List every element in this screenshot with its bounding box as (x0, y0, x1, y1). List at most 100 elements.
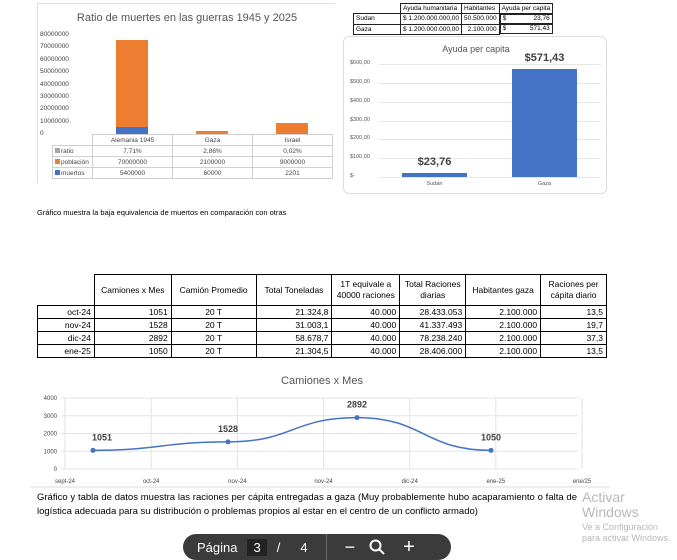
row-label: Sudan (353, 13, 401, 25)
data-cell: 7,71% (92, 145, 173, 157)
gridline (379, 64, 601, 65)
cell: $ 1.200.000.000,00 (399, 13, 463, 25)
legend-entry: ratio (52, 145, 93, 157)
legend-swatch (55, 169, 60, 175)
chart-data-table: Alemania 1945 Gaza Israel ratio 7,71% 2,86% 0,… (52, 134, 333, 179)
x-tick-label: nov-24 (314, 479, 333, 485)
zoom-icon[interactable] (369, 539, 385, 555)
deaths-ratio-chart: Ratio de muertes en las guerras 1945 y 2… (37, 3, 335, 183)
data-point (225, 439, 231, 445)
cell: 20 T (170, 344, 257, 358)
value: 571,43 (529, 25, 550, 32)
y-tick-label: $200,00 (350, 135, 370, 142)
cell: $571,43 (499, 24, 553, 34)
cell: 2.100.000 (465, 344, 542, 358)
y-tick-label: 80000000 (40, 31, 69, 38)
y-tick-label: $500,00 (350, 78, 370, 85)
x-tick-label: oct-24 (143, 479, 160, 485)
cell: 31.003,1 (255, 318, 333, 332)
category-label: Gaza (172, 134, 253, 146)
table-row: dic-24 2892 20 T 58.678,7 40.000 78.238.240 2.… (37, 331, 607, 345)
zoom-in-button[interactable]: + (403, 535, 415, 558)
bar-poblacion (276, 122, 308, 134)
zoom-out-button[interactable]: − (344, 536, 356, 557)
category-label: Israel (252, 134, 333, 146)
y-tick-label: 4000 (44, 396, 58, 402)
data-label: $571,43 (524, 52, 565, 65)
header-cell: Total Toneladas (255, 274, 333, 306)
pdf-toolbar: Página 3 / 4 − + (183, 534, 451, 560)
y-tick-label: 40000000 (40, 80, 69, 88)
currency: $ (502, 25, 507, 32)
bar-poblacion (116, 39, 148, 128)
cell: 40.000 (331, 318, 401, 332)
y-tick-label: 30000000 (40, 93, 69, 100)
y-tick-label: 3000 (44, 414, 58, 420)
gridline (379, 158, 601, 160)
data-label: $23,76 (417, 155, 452, 168)
cell: 37,3 (540, 331, 607, 345)
data-cell: 5400000 (92, 167, 173, 179)
paragraph: Gráfico y tabla de datos muestra las rac… (37, 492, 577, 517)
cell: 50.500.000 (461, 13, 500, 25)
cell: oct-24 (37, 305, 95, 319)
bar (512, 69, 577, 177)
table-row: ene-25 1050 20 T 21.304,5 40.000 28.406.000 2.… (37, 344, 607, 358)
cell: ene-25 (37, 344, 95, 358)
cell: 21.324,8 (255, 305, 333, 319)
watermark-line2: Ve a Configuración para activar Windows. (582, 522, 671, 543)
data-cell: 9000000 (252, 156, 333, 168)
cell: 40.000 (331, 344, 401, 358)
cell: 20 T (170, 305, 257, 319)
value: 23,76 (533, 15, 550, 22)
cell: 28.406.000 (399, 344, 467, 358)
trucks-table: Camiones x Mes Camión Promedio Total Tonel… (37, 274, 607, 358)
page-input[interactable]: 3 (247, 538, 267, 556)
chart-title: Ayuda per capita (442, 44, 510, 54)
legend-label: población (61, 158, 89, 166)
total-pages: 4 (300, 539, 308, 555)
header-cell: Habitantes gaza (465, 274, 542, 306)
page-separator: / (276, 539, 281, 555)
chart-title: Camiones x Mes (281, 375, 363, 387)
table-row: oct-24 1051 20 T 21.324,8 40.000 28.433.053 2.… (37, 305, 607, 319)
x-tick-label: Gaza (537, 181, 552, 187)
data-label: 2892 (347, 400, 367, 410)
x-tick-label: Sudan (426, 181, 443, 187)
data-cell: 2100000 (172, 156, 253, 168)
series-line (92, 416, 492, 452)
legend-swatch (55, 147, 60, 153)
legend-label: muertos (61, 169, 85, 177)
aid-per-capita-chart: Ayuda per capita $600,00 $500,00 $400,00 $3… (343, 36, 607, 194)
y-tick-label: 1000 (44, 449, 58, 455)
cell: dic-24 (37, 331, 95, 345)
cell: 41.337.493 (399, 318, 467, 332)
divider (325, 534, 327, 560)
data-label: 1051 (92, 432, 112, 442)
cell: 2.100.000 (465, 318, 542, 332)
cell: 58.678,7 (255, 331, 333, 345)
cell: 19,7 (540, 318, 607, 332)
data-cell: 60000 (172, 167, 253, 179)
data-point (488, 447, 494, 453)
cell: 2892 (93, 331, 172, 345)
header-cell: Total Raciones diarias (399, 274, 467, 306)
row-label: Gaza (353, 23, 401, 35)
y-tick-label: 50000000 (40, 68, 69, 76)
x-tick-label: ene/25 (573, 479, 592, 485)
bar-poblacion (196, 131, 228, 134)
legend-entry: población (52, 156, 93, 168)
header-cell: Camión Promedio (170, 274, 257, 306)
y-tick-label: $600,00 (350, 60, 370, 66)
y-tick-label: $- (350, 173, 355, 179)
data-point (90, 447, 96, 453)
cell: 20 T (170, 331, 257, 345)
y-tick-label: $400,00 (350, 97, 370, 104)
y-tick-label: $300,00 (350, 116, 370, 123)
cell: 13,5 (540, 305, 607, 319)
y-tick-label: 2000 (44, 432, 58, 438)
y-tick-label: 20000000 (40, 105, 69, 113)
cell: 21.304,5 (255, 344, 333, 358)
cell: $23,76 (499, 14, 553, 24)
cell: 1051 (93, 305, 172, 319)
